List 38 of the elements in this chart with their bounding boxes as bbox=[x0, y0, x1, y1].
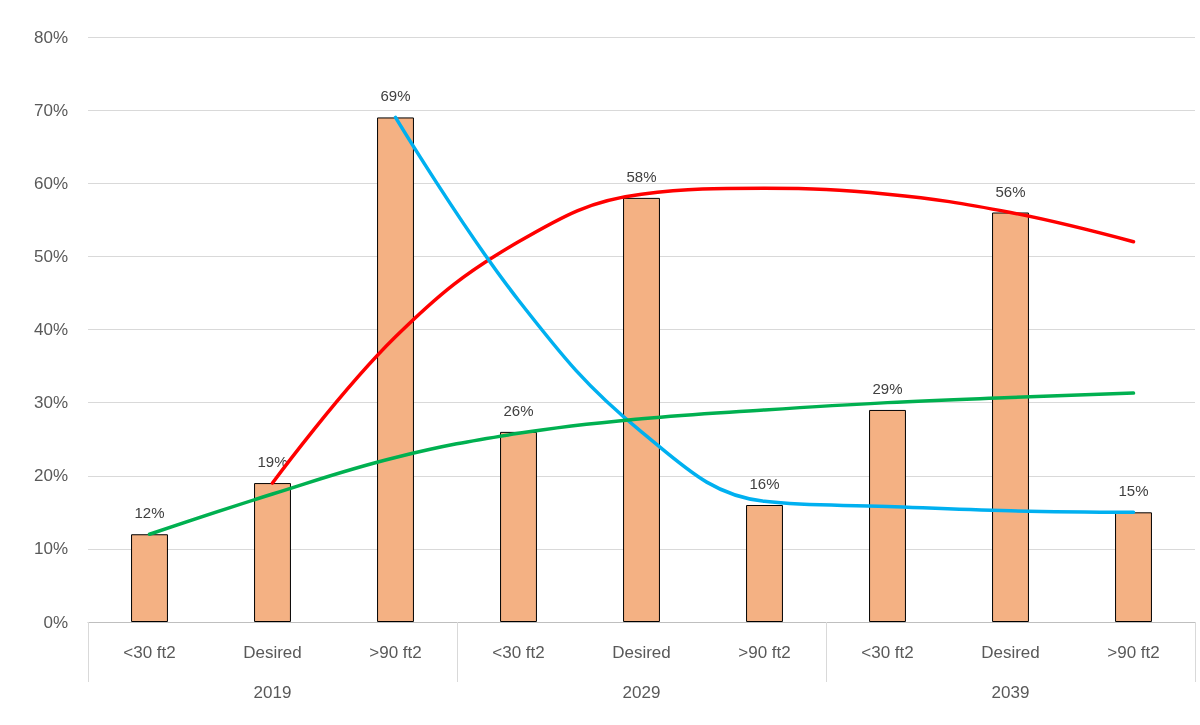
text: 2019 bbox=[253, 683, 292, 702]
y-tick-label: 40% bbox=[33, 320, 68, 339]
y-tick-label: 60% bbox=[33, 173, 68, 193]
data-label: 15% bbox=[1118, 482, 1149, 500]
data-label: 58% bbox=[626, 167, 657, 185]
x-tick-label: <30 ft2 bbox=[861, 643, 914, 662]
x-tick-label: >90 ft2 bbox=[738, 643, 791, 662]
bar bbox=[377, 117, 414, 622]
x-tick-label: >90 ft2 bbox=[1107, 643, 1160, 662]
bar bbox=[500, 431, 537, 622]
x-tick-label: Desired bbox=[612, 643, 671, 662]
bar bbox=[992, 212, 1029, 622]
data-label: 16% bbox=[749, 475, 780, 492]
bar bbox=[869, 409, 906, 622]
data-label: 26% bbox=[503, 401, 534, 419]
text: 2029 bbox=[622, 683, 661, 702]
x-tick-label: >90 ft2 bbox=[369, 643, 422, 662]
y-tick-label: 50% bbox=[33, 246, 68, 266]
bar bbox=[623, 197, 660, 622]
y-tick-label: 70% bbox=[33, 100, 68, 120]
y-tick-label: 30% bbox=[33, 393, 68, 413]
data-label: 69% bbox=[380, 87, 411, 105]
y-tick-label: 0% bbox=[43, 612, 68, 632]
x-tick-label: Desired bbox=[243, 643, 302, 662]
x-tick-label: <30 ft2 bbox=[123, 643, 176, 662]
y-tick-label: 20% bbox=[33, 466, 68, 486]
data-label: 12% bbox=[134, 504, 165, 522]
x-tick-label: <30 ft2 bbox=[492, 643, 545, 662]
data-label: 29% bbox=[872, 379, 903, 397]
text: 2039 bbox=[991, 683, 1030, 702]
x-tick-label: Desired bbox=[981, 643, 1040, 662]
bar bbox=[1115, 512, 1152, 622]
bar bbox=[746, 505, 783, 622]
data-label: 56% bbox=[995, 182, 1026, 200]
y-tick-label: 80% bbox=[33, 27, 68, 47]
bar bbox=[131, 534, 168, 622]
bar bbox=[254, 483, 291, 622]
y-tick-label: 10% bbox=[33, 539, 68, 559]
